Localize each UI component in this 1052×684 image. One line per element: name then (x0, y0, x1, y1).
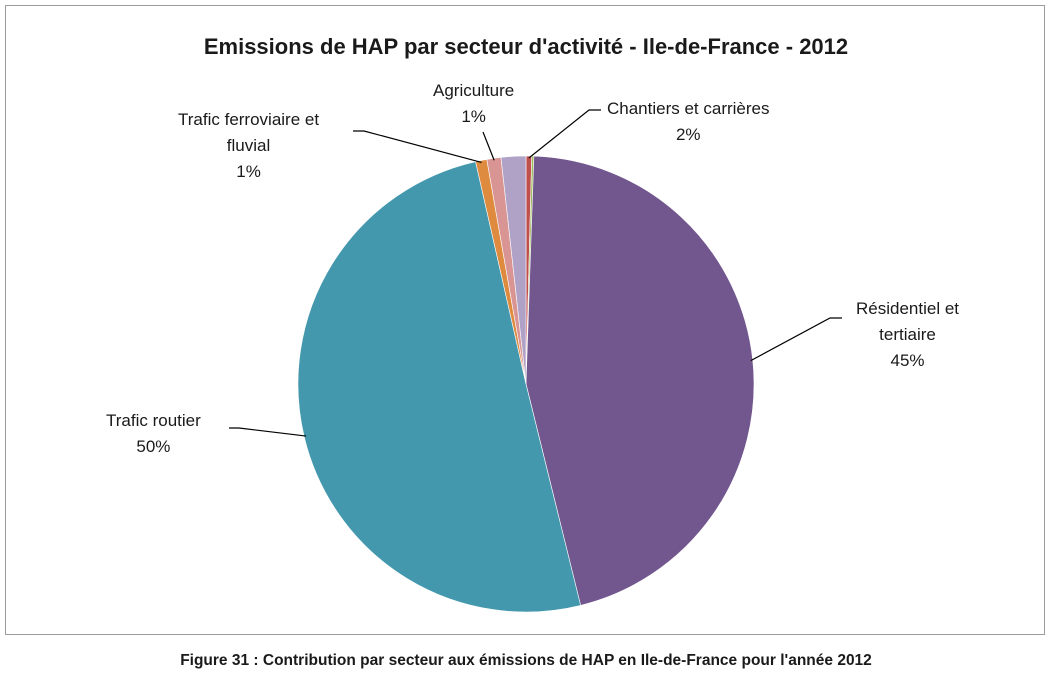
figure-caption: Figure 31 : Contribution par secteur aux… (180, 652, 872, 669)
pie-chart (229, 109, 842, 613)
leader-agriculture (482, 131, 495, 161)
pie-slice-2 (525, 155, 755, 606)
pie-slice-6 (500, 155, 527, 385)
chart-frame: Emissions de HAP par secteur d'activité … (5, 5, 1045, 635)
label-residentiel-tertiaire: Résidentiel et tertiaire 45% (856, 299, 960, 370)
leader-chantiers (528, 109, 601, 159)
label-chantiers-carrieres: Chantiers et carrières 2% (607, 99, 770, 144)
pie-slice-3 (297, 161, 581, 613)
leader-ferroviaire (353, 130, 482, 163)
leader-residentiel (750, 317, 842, 362)
label-trafic-routier: Trafic routier 50% (106, 411, 201, 456)
label-agriculture: Agriculture 1% (433, 81, 515, 126)
leader-routier (229, 427, 307, 437)
chart-title: Emissions de HAP par secteur d'activité … (203, 34, 849, 59)
label-trafic-ferroviaire: Trafic ferroviaire et fluvial 1% (178, 110, 320, 181)
